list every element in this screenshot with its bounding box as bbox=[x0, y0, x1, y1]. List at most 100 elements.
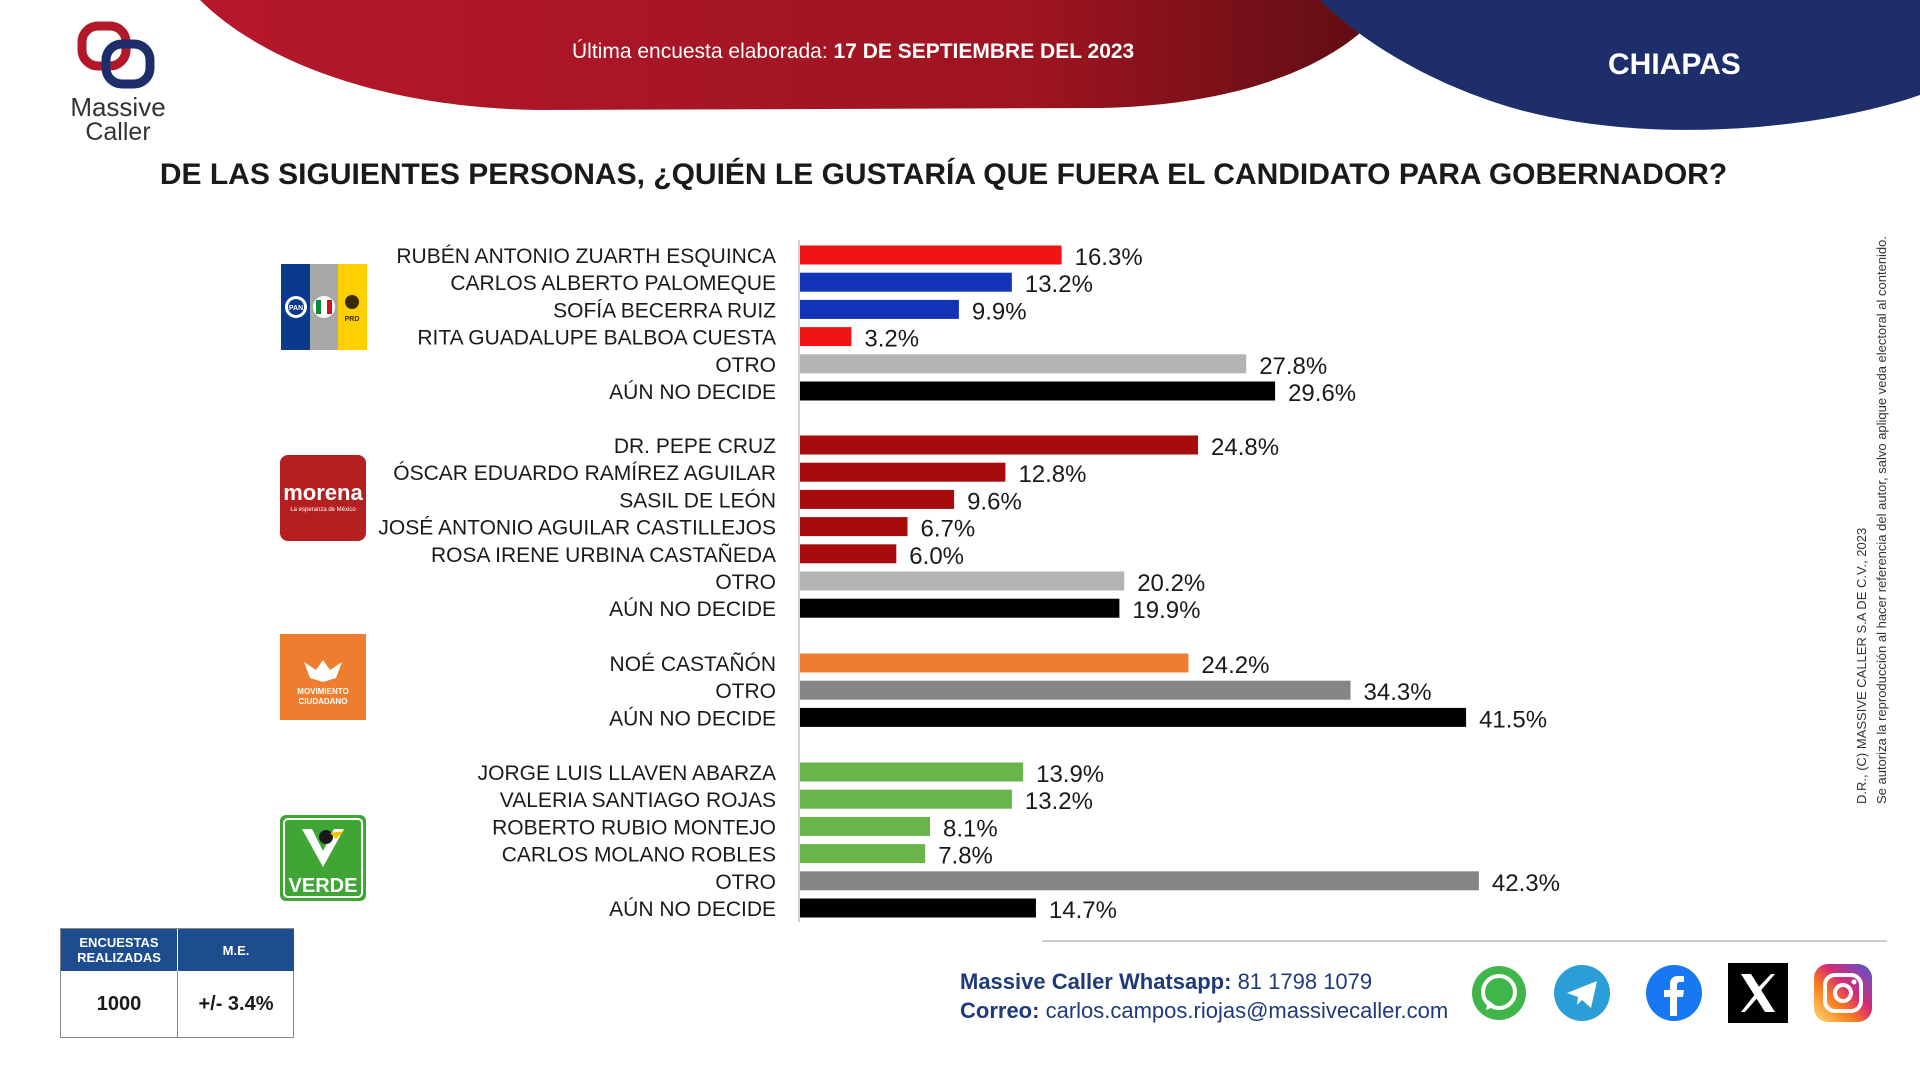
bar-0-2 bbox=[800, 299, 959, 319]
bar-value-2-1: 34.3% bbox=[1364, 679, 1432, 706]
bar-label-3-1: VALERIA SANTIAGO ROJAS bbox=[500, 789, 776, 812]
bar-value-1-2: 9.6% bbox=[967, 488, 1022, 515]
facebook-icon[interactable] bbox=[1643, 962, 1705, 1024]
bar-value-3-2: 8.1% bbox=[943, 815, 998, 842]
bar-label-3-0: JORGE LUIS LLAVEN ABARZA bbox=[478, 762, 776, 785]
bar-label-1-3: JOSÉ ANTONIO AGUILAR CASTILLEJOS bbox=[378, 517, 776, 540]
bar-label-1-6: AÚN NO DECIDE bbox=[609, 598, 776, 621]
footer-divider bbox=[1042, 940, 1887, 942]
bar-0-3 bbox=[800, 327, 852, 347]
bar-3-1 bbox=[800, 789, 1012, 809]
survey-date-value: 17 DE SEPTIEMBRE DEL 2023 bbox=[833, 40, 1135, 63]
stats-header-surveys: ENCUESTAS REALIZADAS bbox=[61, 929, 177, 971]
whatsapp-icon[interactable] bbox=[1468, 962, 1530, 1024]
bar-label-2-1: OTRO bbox=[715, 680, 776, 703]
whatsapp-line: Massive Caller Whatsapp: 81 1798 1079 bbox=[960, 967, 1448, 996]
header-red-swoosh bbox=[200, 0, 1390, 110]
bar-2-0 bbox=[800, 653, 1189, 673]
bar-value-3-1: 13.2% bbox=[1025, 788, 1093, 815]
movimiento-ciudadano-logo: MOVIMIENTO CIUDADANO bbox=[280, 634, 366, 720]
brand-line1: Massive bbox=[70, 92, 166, 122]
survey-question: DE LAS SIGUIENTES PERSONAS, ¿QUIÉN LE GU… bbox=[159, 158, 1728, 191]
bar-value-2-2: 41.5% bbox=[1479, 706, 1547, 733]
bar-label-0-4: OTRO bbox=[715, 354, 776, 377]
bar-label-1-2: SASIL DE LEÓN bbox=[619, 489, 776, 512]
bar-label-2-2: AÚN NO DECIDE bbox=[609, 707, 776, 730]
bar-1-5 bbox=[800, 571, 1125, 591]
contact-info: Massive Caller Whatsapp: 81 1798 1079 Co… bbox=[960, 967, 1448, 1025]
stats-header-me: M.E. bbox=[177, 929, 294, 971]
state-name: CHIAPAS bbox=[1608, 48, 1741, 81]
legal-line2: Se autoriza la reproducción al hacer ref… bbox=[1874, 235, 1889, 805]
stats-me-value: +/- 3.4% bbox=[177, 971, 294, 1037]
massive-caller-logo: Massive Caller bbox=[58, 20, 178, 150]
bar-3-4 bbox=[800, 871, 1479, 891]
verde-name: VERDE bbox=[289, 875, 358, 897]
bar-label-0-3: RITA GUADALUPE BALBOA CUESTA bbox=[417, 327, 776, 350]
telegram-icon[interactable] bbox=[1551, 962, 1613, 1024]
bar-3-5 bbox=[800, 898, 1036, 918]
bar-value-1-5: 20.2% bbox=[1137, 570, 1205, 597]
bar-label-3-3: CARLOS MOLANO ROBLES bbox=[502, 844, 776, 867]
bar-label-0-0: RUBÉN ANTONIO ZUARTH ESQUINCA bbox=[396, 245, 776, 268]
morena-tagline: La esperanza de México bbox=[290, 507, 356, 513]
email-address[interactable]: carlos.campos.riojas@massivecaller.com bbox=[1045, 998, 1449, 1023]
instagram-icon[interactable] bbox=[1812, 962, 1874, 1024]
email-line: Correo: carlos.campos.riojas@massivecall… bbox=[960, 996, 1448, 1025]
bar-label-1-1: ÓSCAR EDUARDO RAMÍREZ AGUILAR bbox=[393, 462, 776, 485]
morena-name: morena bbox=[283, 480, 363, 505]
brand-line2: Caller bbox=[85, 118, 151, 146]
bar-value-0-4: 27.8% bbox=[1259, 353, 1327, 380]
pan-label: PAN bbox=[289, 305, 303, 312]
bar-value-3-0: 13.9% bbox=[1036, 761, 1104, 788]
mc-line2: CIUDADANO bbox=[299, 697, 348, 706]
bar-1-1 bbox=[800, 462, 1006, 482]
bar-value-1-3: 6.7% bbox=[921, 516, 976, 543]
chart-marks: RUBÉN ANTONIO ZUARTH ESQUINCA 16.3% CARLOS… bbox=[378, 244, 1560, 924]
stats-box: ENCUESTAS REALIZADAS M.E. 1000 +/- 3.4% bbox=[60, 928, 294, 1038]
bar-0-5 bbox=[800, 381, 1276, 401]
bar-label-3-4: OTRO bbox=[715, 871, 776, 894]
survey-date: Última encuesta elaborada: 17 DE SEPTIEM… bbox=[572, 40, 1134, 64]
bar-value-1-1: 12.8% bbox=[1018, 461, 1086, 488]
mc-line1: MOVIMIENTO bbox=[297, 687, 348, 696]
morena-logo: morena La esperanza de México bbox=[280, 455, 366, 541]
header-navy-swoosh bbox=[1320, 0, 1920, 130]
bar-0-4 bbox=[800, 354, 1247, 374]
stats-surveys-value: 1000 bbox=[96, 992, 142, 1015]
bar-3-3 bbox=[800, 844, 926, 864]
bar-label-0-5: AÚN NO DECIDE bbox=[609, 381, 776, 404]
bar-1-6 bbox=[800, 598, 1120, 618]
pan-pri-prd-logo: PAN PRD bbox=[281, 264, 367, 350]
logo-mark-icon bbox=[77, 21, 155, 89]
bar-1-0 bbox=[800, 435, 1199, 455]
bar-3-0 bbox=[800, 762, 1024, 782]
whatsapp-number[interactable]: 81 1798 1079 bbox=[1237, 969, 1373, 994]
bar-value-0-2: 9.9% bbox=[972, 298, 1027, 325]
legal-line1: D.R., (C) MASSIVE CALLER S.A DE C.V., 20… bbox=[1854, 527, 1869, 805]
bar-3-2 bbox=[800, 816, 931, 836]
bar-value-3-5: 14.7% bbox=[1049, 897, 1117, 924]
bar-label-0-2: SOFÍA BECERRA RUIZ bbox=[553, 299, 776, 322]
bar-label-3-2: ROBERTO RUBIO MONTEJO bbox=[492, 816, 776, 839]
bar-1-3 bbox=[800, 517, 908, 537]
x-icon[interactable] bbox=[1727, 962, 1789, 1024]
prd-label: PRD bbox=[345, 316, 360, 323]
bar-label-1-5: OTRO bbox=[715, 571, 776, 594]
bar-label-3-5: AÚN NO DECIDE bbox=[609, 898, 776, 921]
legal-notice: D.R., (C) MASSIVE CALLER S.A DE C.V., 20… bbox=[1852, 236, 1892, 804]
bar-label-1-4: ROSA IRENE URBINA CASTAÑEDA bbox=[431, 543, 776, 567]
bar-value-1-0: 24.8% bbox=[1211, 434, 1279, 461]
bar-label-2-0: NOÉ CASTAÑÓN bbox=[610, 652, 776, 676]
bar-1-4 bbox=[800, 544, 897, 564]
bar-value-0-0: 16.3% bbox=[1075, 244, 1143, 271]
bar-label-0-1: CARLOS ALBERTO PALOMEQUE bbox=[450, 272, 776, 295]
bar-value-0-5: 29.6% bbox=[1288, 380, 1356, 407]
verde-logo: VERDE bbox=[280, 815, 366, 901]
bar-value-2-0: 24.2% bbox=[1201, 652, 1269, 679]
bar-value-1-6: 19.9% bbox=[1132, 597, 1200, 624]
bar-label-1-0: DR. PEPE CRUZ bbox=[614, 435, 776, 458]
bar-0-1 bbox=[800, 272, 1012, 292]
